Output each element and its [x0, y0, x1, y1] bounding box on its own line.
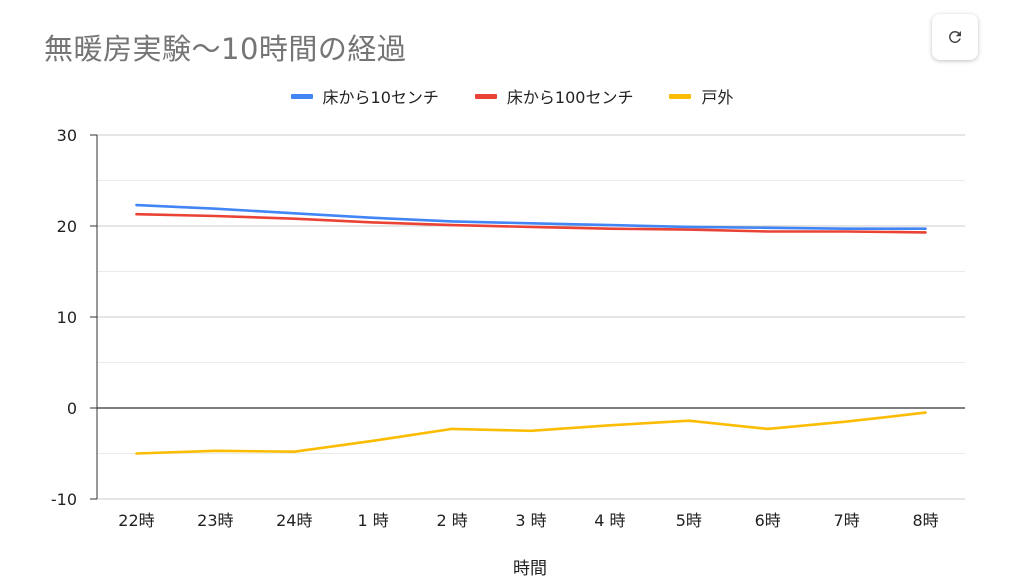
legend-swatch — [669, 93, 692, 99]
legend-label: 床から100センチ — [506, 88, 634, 107]
series-line-0 — [135, 203, 927, 230]
x-tick-label: 4 時 — [594, 511, 625, 530]
y-tick-label: -10 — [51, 490, 77, 509]
refresh-icon — [949, 30, 961, 43]
x-tick-label: 22時 — [118, 511, 154, 530]
series-line-1 — [135, 212, 927, 234]
series-line-2 — [135, 411, 927, 455]
legend-label: 床から10センチ — [322, 88, 439, 107]
x-tick-label: 2 時 — [436, 511, 467, 530]
x-axis-label: 時間 — [513, 559, 547, 579]
x-tick-label: 8時 — [912, 511, 938, 530]
legend-swatch — [474, 93, 497, 99]
chart-legend: 床から10センチ 床から100センチ 戸外 — [0, 82, 1024, 110]
refresh-button[interactable] — [932, 14, 978, 60]
legend-item-2: 戸外 — [669, 84, 733, 108]
x-tick-label: 3 時 — [515, 511, 546, 530]
x-tick-label: 5時 — [676, 511, 702, 530]
y-tick-label: 0 — [67, 399, 77, 418]
legend-swatch — [290, 93, 313, 99]
legend-item-0: 床から10センチ — [290, 84, 439, 108]
x-tick-label: 6時 — [755, 511, 781, 530]
y-tick-label: 10 — [57, 308, 77, 327]
x-tick-label: 24時 — [276, 511, 312, 530]
x-tick-label: 1 時 — [358, 511, 389, 530]
chart-title: 無暖房実験〜10時間の経過 — [44, 32, 407, 66]
x-tick-label: 7時 — [834, 511, 860, 530]
y-tick-label: 30 — [57, 126, 77, 145]
legend-label: 戸外 — [701, 88, 734, 107]
x-tick-label: 23時 — [197, 511, 233, 530]
y-tick-label: 20 — [57, 217, 77, 236]
legend-item-1: 床から100センチ — [474, 84, 634, 108]
